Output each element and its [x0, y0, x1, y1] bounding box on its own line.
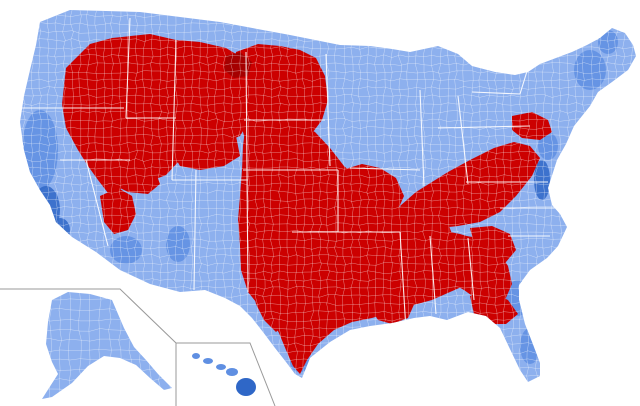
alaska-inset-border — [0, 288, 177, 406]
state-boundaries — [22, 17, 560, 331]
region-appalachia — [400, 142, 540, 228]
alaska-inset — [42, 292, 172, 399]
region-upper-pennsylvania — [512, 112, 552, 140]
region-south-texas — [252, 280, 294, 332]
hawaii-inset — [192, 353, 256, 396]
hawaii-island-hawaii — [236, 378, 256, 396]
dem-shade-area — [32, 186, 60, 234]
region-nevada-utah — [100, 188, 136, 234]
dem-shade-area — [574, 50, 606, 90]
hawaii-island-maui — [226, 368, 238, 376]
dem-shade-area — [534, 160, 550, 200]
hawaii-inset-border — [176, 342, 276, 406]
hawaii-island-kauai — [192, 353, 200, 359]
hawaii-island-oahu — [203, 358, 213, 364]
hawaii-island-molokai — [216, 364, 226, 370]
dem-shade-area — [166, 226, 190, 262]
dem-shade-area — [22, 110, 58, 190]
dem-shade-area — [50, 218, 70, 242]
alaska-base — [42, 292, 172, 399]
region-northern-nevada — [110, 162, 160, 194]
region-georgia-north — [470, 226, 516, 262]
